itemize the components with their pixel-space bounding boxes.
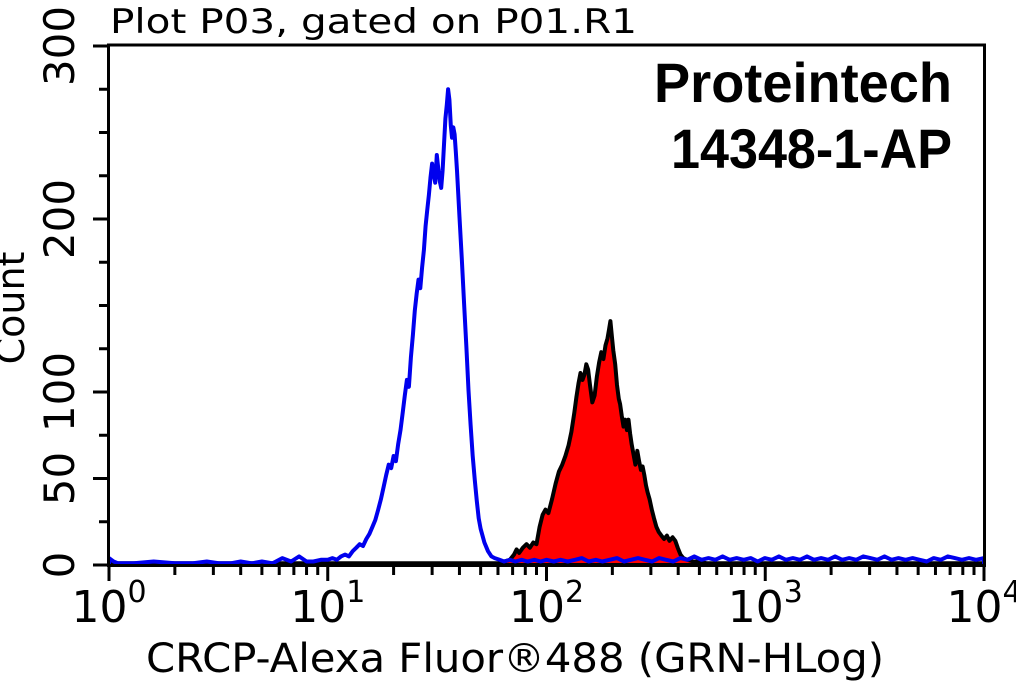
x-tick-label-10e1: 101 [290, 575, 365, 633]
y-tick-label-0: 0 [35, 552, 84, 579]
control-blue-open-histogram [107, 87, 986, 567]
x-tick-label-10e4: 104 [946, 575, 1016, 633]
x-axis-label: CRCP-Alexa Fluor®488 (GRN-HLog) [146, 636, 884, 682]
x-tick-label-10e3: 103 [728, 575, 803, 633]
plot-layer: 100 101 102 103 104 0 50 100 200 300 [35, 6, 1016, 633]
annotation-vendor: Proteintech [654, 51, 952, 114]
plot-title: Plot P03, gated on P01.R1 [110, 2, 637, 42]
x-tick-label-10e2: 102 [509, 575, 584, 633]
annotation-catalog-number: 14348-1-AP [671, 117, 952, 180]
stained-sample-red-filled-histogram [107, 319, 986, 567]
y-axis-label: Count [0, 252, 33, 365]
x-tick-label-10e0: 100 [71, 575, 146, 633]
plot-frame [107, 43, 986, 567]
y-tick-label-50: 50 [35, 452, 84, 505]
y-tick-label-200: 200 [35, 179, 84, 259]
y-tick-label-300: 300 [35, 6, 84, 86]
y-tick-label-100: 100 [35, 352, 84, 432]
